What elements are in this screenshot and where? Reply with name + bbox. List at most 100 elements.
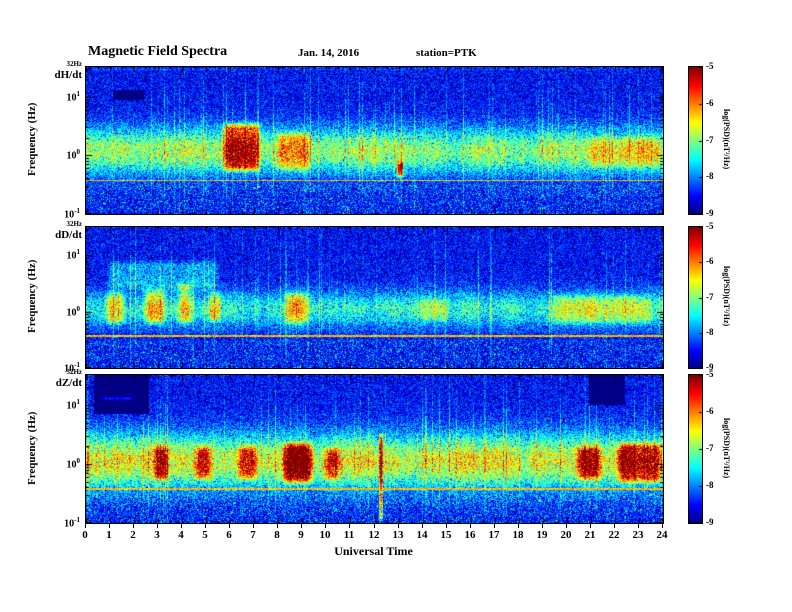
x-tick-label: 6 [226, 529, 232, 541]
x-tick-label: 0 [82, 529, 88, 541]
x-tick [518, 524, 519, 528]
y-tick-label: 100 [66, 456, 81, 471]
x-tick [542, 524, 543, 528]
x-tick [470, 524, 471, 528]
x-tick-label: 9 [298, 529, 304, 541]
colorbar-tick-label: -9 [706, 208, 714, 218]
x-tick-label: 22 [608, 529, 620, 541]
y-tick-label: 100 [66, 304, 81, 319]
colorbar-tick-label: -6 [706, 256, 714, 267]
spectrogram-canvas [85, 374, 664, 524]
x-tick [494, 524, 495, 528]
page-title: Magnetic Field Spectra [88, 44, 228, 59]
x-tick-label: 2 [130, 529, 136, 541]
x-tick-label: 15 [440, 529, 452, 541]
x-tick-label: 3 [154, 529, 160, 541]
y-axis-tick-labels: 101 100 10-1 [40, 374, 82, 530]
x-tick [229, 524, 230, 528]
x-tick [277, 524, 278, 528]
x-tick [157, 524, 158, 528]
x-axis-title: Universal Time [334, 544, 413, 558]
x-tick [85, 524, 86, 528]
x-axis: Universal Time 0 1 2 3 4 5 6 7 8 9 10 11 12 13 14 15 16 1… [0, 524, 792, 574]
y-axis-top-label: 32Hz [66, 60, 82, 68]
colorbar [688, 374, 703, 524]
spectrogram-canvas [85, 66, 664, 215]
x-tick-label: 11 [343, 529, 355, 541]
colorbar-tick-label: -8 [706, 171, 714, 182]
x-tick-label: 20 [560, 529, 572, 541]
x-tick [325, 524, 326, 528]
x-tick-label: 23 [632, 529, 644, 541]
x-tick-label: 8 [274, 529, 280, 541]
component-label: dZ/dt [55, 377, 82, 389]
colorbar-title: log(PSD)(nT²/Hz) [722, 109, 731, 170]
colorbar-tick-label: -5 [706, 221, 714, 231]
y-tick-label: 100 [66, 148, 81, 162]
y-axis-top-label: 32Hz [66, 368, 82, 376]
x-tick-label: 19 [536, 529, 548, 541]
x-tick [446, 524, 447, 528]
component-label: dD/dt [55, 229, 82, 241]
figure-date: Jan. 14, 2016 [298, 47, 360, 59]
x-tick-label: 16 [464, 529, 476, 541]
x-tick [133, 524, 134, 528]
colorbar [688, 66, 703, 215]
y-axis-title: Frequency (Hz) [26, 411, 38, 485]
colorbar-tick-labels: -5 -6 -7 -8 -9 [704, 369, 730, 527]
colorbar-title: log(PSD)(nT²/Hz) [722, 417, 731, 479]
y-axis-title: Frequency (Hz) [26, 259, 38, 334]
panel-dhdt: Frequency (Hz) 32Hz dH/dt 101 100 10-1 -5-… [0, 60, 792, 221]
colorbar-tick-label: -7 [706, 134, 714, 145]
y-axis-title: Frequency (Hz) [26, 102, 38, 177]
y-tick-label: 10-1 [64, 361, 80, 375]
y-axis-tick-labels: 101 100 10-1 [40, 226, 82, 374]
colorbar-tick-label: -7 [706, 443, 714, 453]
x-tick [253, 524, 254, 528]
x-tick [349, 524, 350, 528]
colorbar-tick-label: -9 [706, 517, 714, 527]
colorbar-tick-label: -5 [706, 61, 714, 71]
x-tick-label: 1 [106, 529, 112, 541]
x-tick-label: 17 [488, 529, 500, 541]
panel-dzdt: Frequency (Hz) 32Hz dZ/dt 101 100 10-1 -5-… [0, 368, 792, 530]
x-tick [109, 524, 110, 528]
x-tick [662, 524, 663, 528]
x-tick [422, 524, 423, 528]
x-tick [181, 524, 182, 528]
x-tick-label: 24 [656, 529, 668, 541]
x-tick [398, 524, 399, 528]
station-label: station=PTK [416, 47, 477, 59]
x-tick-label: 14 [416, 529, 428, 541]
x-tick [566, 524, 567, 528]
x-tick-label: 4 [178, 529, 184, 541]
x-tick [374, 524, 375, 528]
colorbar-tick-label: -6 [706, 406, 714, 416]
y-tick-label: 101 [66, 397, 81, 412]
x-tick [638, 524, 639, 528]
y-tick-label: 101 [66, 89, 81, 103]
colorbar-tick-label: -8 [706, 326, 714, 337]
x-tick-label: 10 [319, 529, 331, 541]
colorbar [688, 226, 703, 369]
colorbar-tick-label: -6 [706, 97, 714, 108]
colorbar-tick-label: -5 [706, 369, 714, 379]
spectrogram-canvas [85, 226, 664, 369]
x-tick-label: 5 [202, 529, 208, 541]
x-tick-label: 21 [584, 529, 596, 541]
x-tick-label: 18 [512, 529, 524, 541]
x-tick [614, 524, 615, 528]
colorbar-tick-labels: -5 -6 -7 -8 -9 [704, 221, 730, 372]
colorbar-tick-label: -7 [706, 291, 714, 302]
x-tick-label: 13 [392, 529, 404, 541]
colorbar-title: log(PSD)(nT²/Hz) [722, 266, 731, 327]
colorbar-tick-label: -8 [706, 480, 714, 490]
x-tick [205, 524, 206, 528]
panel-dddt: Frequency (Hz) 32Hz dD/dt 101 100 10-1 -5-… [0, 220, 792, 374]
x-tick-label: 7 [250, 529, 256, 541]
y-axis-top-label: 32Hz [66, 220, 82, 228]
y-axis-tick-labels: 101 100 10-1 [40, 66, 82, 221]
x-tick [301, 524, 302, 528]
y-tick-label: 10-1 [64, 207, 80, 221]
